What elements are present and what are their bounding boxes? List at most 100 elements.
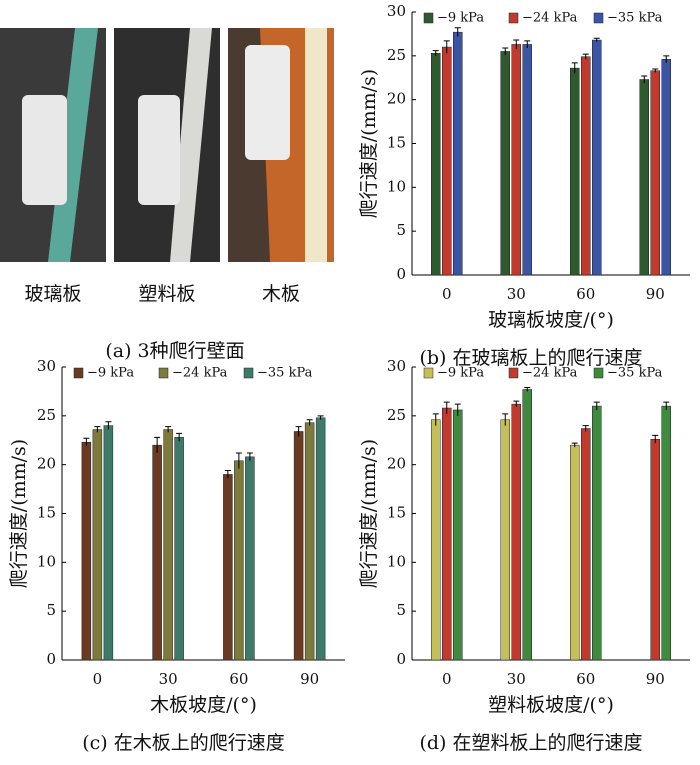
bar <box>293 431 304 661</box>
error-bar <box>94 426 101 433</box>
bar <box>661 59 671 276</box>
error-bar <box>443 40 450 54</box>
x-tick-label: 60 <box>576 670 595 688</box>
error-bar <box>593 401 600 410</box>
bar <box>442 407 452 661</box>
x-axis-label: 玻璃板坡度/(°) <box>488 309 614 331</box>
robot <box>138 95 180 205</box>
error-bar <box>83 437 90 447</box>
error-bar <box>165 426 172 433</box>
y-tick-label: 5 <box>396 601 406 619</box>
error-bar <box>235 452 242 469</box>
error-bar <box>306 419 313 426</box>
bar <box>570 67 580 276</box>
bar <box>650 439 660 661</box>
y-tick-label: 5 <box>46 601 56 619</box>
y-tick-label: 15 <box>387 134 406 152</box>
error-bar <box>432 50 439 56</box>
legend-label: −24 kPa <box>522 366 578 381</box>
error-bar <box>663 401 670 410</box>
bar <box>500 419 510 661</box>
legend-swatch <box>423 367 434 379</box>
legend-swatch <box>243 367 254 379</box>
x-tick-label: 0 <box>93 670 103 688</box>
bar <box>103 425 114 661</box>
bar <box>650 70 660 276</box>
legend-label: −35 kPa <box>607 11 663 26</box>
bar <box>453 409 463 661</box>
bar <box>453 31 463 276</box>
bar <box>81 441 92 661</box>
bar <box>304 422 315 661</box>
error-bar <box>582 425 589 432</box>
error-bar <box>524 387 531 392</box>
x-tick-label: 30 <box>507 285 526 303</box>
error-bar <box>246 452 253 461</box>
bar <box>152 444 162 661</box>
legend-label: −9 kPa <box>87 366 134 381</box>
bar <box>431 52 441 276</box>
y-axis-label: 爬行速度/(mm/s) <box>358 439 380 588</box>
legend-swatch <box>593 12 604 24</box>
legend-swatch <box>508 12 519 24</box>
bar <box>639 79 649 276</box>
y-tick-label: 15 <box>37 504 56 522</box>
y-tick-label: 25 <box>37 406 56 424</box>
bar <box>592 39 602 276</box>
y-tick-label: 0 <box>46 650 56 668</box>
error-bar <box>176 432 183 442</box>
y-tick-label: 10 <box>387 552 406 570</box>
caption: (a) 3种爬行壁面 <box>105 340 244 362</box>
x-tick-label: 0 <box>442 285 452 303</box>
ruler <box>305 28 327 262</box>
error-bar <box>513 39 520 49</box>
bar <box>500 51 510 276</box>
caption: (c) 在木板上的爬行速度 <box>82 732 285 754</box>
caption: (b) 在玻璃板上的爬行速度 <box>419 347 642 369</box>
bar <box>315 417 326 661</box>
y-tick-label: 20 <box>387 90 406 108</box>
legend-swatch <box>423 12 434 24</box>
legend-swatch <box>508 367 519 379</box>
bar <box>223 474 233 661</box>
bar <box>163 429 173 661</box>
error-bar <box>641 75 648 84</box>
error-bar <box>513 400 520 408</box>
y-axis-label: 爬行速度/(mm/s) <box>358 69 380 218</box>
bar <box>431 419 441 661</box>
y-tick-label: 10 <box>387 177 406 195</box>
y-tick-label: 15 <box>387 504 406 522</box>
legend-label: −9 kPa <box>437 11 484 26</box>
y-tick-label: 5 <box>396 221 406 239</box>
bar <box>245 456 255 661</box>
bar <box>522 389 532 661</box>
legend-label: −9 kPa <box>437 366 484 381</box>
x-tick-label: 60 <box>576 285 595 303</box>
bar <box>442 46 452 276</box>
y-tick-label: 30 <box>387 2 406 20</box>
y-tick-label: 25 <box>387 406 406 424</box>
error-bar <box>295 426 302 437</box>
x-tick-label: 0 <box>442 670 452 688</box>
error-bar <box>443 401 450 414</box>
y-tick-label: 10 <box>37 552 56 570</box>
x-tick-label: 90 <box>646 285 665 303</box>
error-bar <box>317 415 324 420</box>
error-bar <box>502 47 509 55</box>
legend-swatch <box>593 367 604 379</box>
y-tick-label: 0 <box>396 265 406 283</box>
legend-label: −35 kPa <box>257 366 313 381</box>
y-tick-label: 20 <box>37 455 56 473</box>
error-bar <box>571 442 578 448</box>
bar <box>511 403 521 661</box>
x-tick-label: 30 <box>159 670 178 688</box>
error-bar <box>154 436 161 453</box>
y-axis-label: 爬行速度/(mm/s) <box>8 439 30 588</box>
error-bar <box>502 413 509 426</box>
bar <box>92 429 103 661</box>
error-bar <box>524 40 531 48</box>
bar <box>581 428 591 661</box>
caption: (d) 在塑料板上的爬行速度 <box>419 732 642 754</box>
y-tick-label: 20 <box>387 455 406 473</box>
